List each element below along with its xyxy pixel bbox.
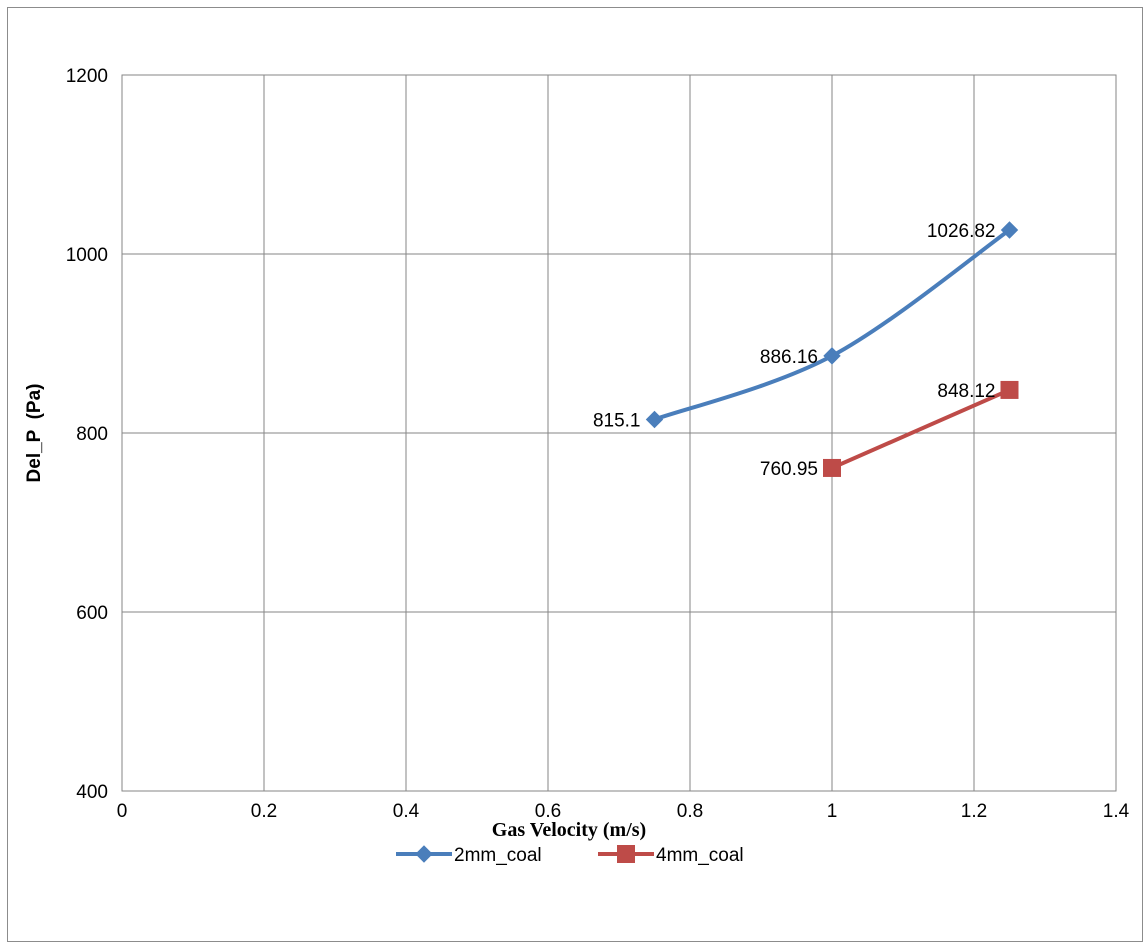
data-point-4mm_coal: [1000, 380, 1019, 399]
data-label: 1026.82: [927, 221, 996, 242]
legend-label: 2mm_coal: [454, 845, 542, 866]
x-tick-label: 0.6: [535, 801, 561, 822]
legend-marker-4mm_coal: [617, 845, 635, 863]
data-label: 760.95: [760, 459, 818, 480]
data-label: 848.12: [937, 381, 995, 402]
y-tick-label: 800: [76, 424, 108, 445]
data-point-2mm_coal: [823, 347, 841, 365]
data-label: 815.1: [593, 410, 641, 431]
data-point-2mm_coal: [1000, 221, 1019, 239]
y-axis-title: Del_P (Pa): [24, 384, 45, 483]
legend-marker-2mm_coal: [415, 845, 433, 863]
y-tick-label: 1200: [66, 66, 108, 87]
data-point-4mm_coal: [823, 458, 841, 477]
y-tick-label: 400: [76, 782, 108, 803]
data-point-2mm_coal: [645, 410, 664, 429]
x-tick-label: 1.4: [1103, 801, 1130, 822]
series-line-4mm_coal: [830, 387, 1012, 470]
x-tick-label: 0: [117, 801, 128, 822]
legend-label: 4mm_coal: [656, 845, 744, 866]
y-tick-label: 600: [76, 603, 108, 624]
x-tick-label: 1: [827, 801, 838, 822]
x-tick-label: 1.2: [961, 801, 987, 822]
data-label: 886.16: [760, 347, 818, 368]
x-axis-title: Gas Velocity (m/s): [492, 819, 646, 841]
x-tick-label: 0.2: [251, 801, 277, 822]
y-tick-label: 1000: [66, 245, 108, 266]
x-tick-label: 0.8: [677, 801, 703, 822]
x-tick-label: 0.4: [393, 801, 420, 822]
